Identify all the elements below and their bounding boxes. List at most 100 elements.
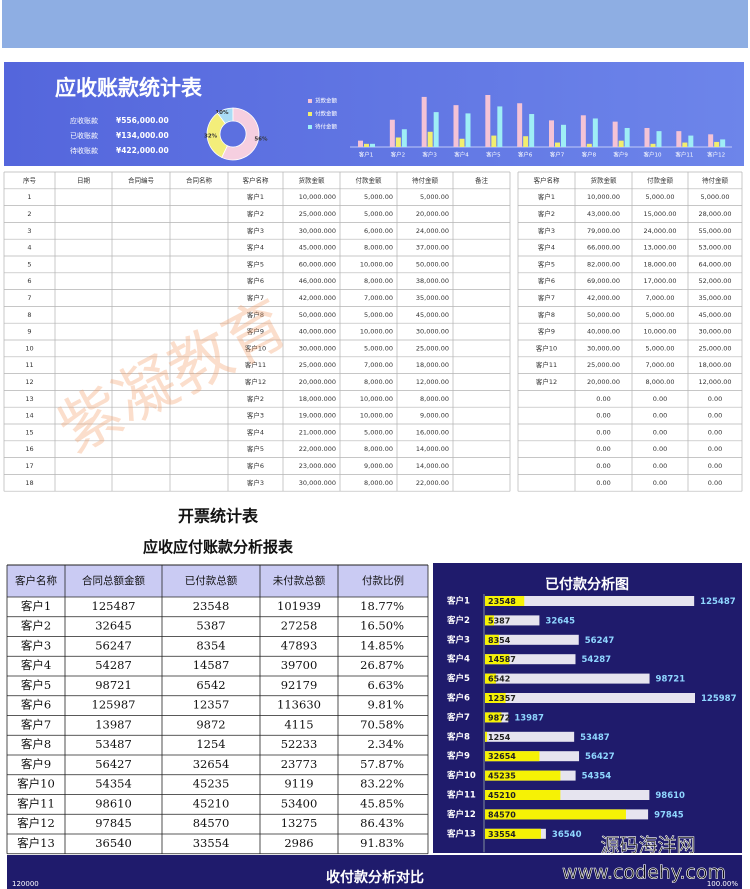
table-cell: 84570: [193, 816, 230, 830]
table-cell: 6,000.00: [364, 227, 393, 235]
table-cell: 14: [25, 412, 33, 420]
table-cell: 18,000.00: [416, 361, 449, 369]
watermark: 紫凝教育: [46, 286, 299, 467]
table-cell: 客户8: [21, 737, 51, 751]
table-cell: 8,000.00: [420, 395, 449, 403]
table-cell: 14587: [193, 658, 230, 672]
total-label: 54354: [582, 772, 612, 782]
table-cell: 98610: [95, 796, 132, 810]
table-cell: 9,000.00: [364, 462, 393, 470]
table-cell: 客户8: [247, 310, 264, 319]
table-cell: 客户7: [247, 293, 264, 302]
table-cell: 0.00: [653, 395, 667, 403]
legend-swatch: [308, 112, 312, 116]
mini-bar: [459, 138, 465, 147]
table-cell: 37,000.00: [416, 244, 449, 252]
table-cell: 55,000.00: [698, 227, 731, 235]
legend-swatch: [308, 125, 312, 129]
table-cell: 0.00: [653, 428, 667, 436]
table-cell: 客户11: [245, 360, 266, 369]
mini-category: 客户7: [550, 151, 565, 159]
table-cell: 50,000.00: [416, 260, 449, 268]
total-label: 53487: [580, 733, 610, 743]
mini-bar: [370, 143, 375, 147]
donut-slice: [206, 112, 228, 158]
table-cell: 25,000.00: [587, 361, 620, 369]
table-cell: 13275: [281, 816, 318, 830]
table-cell: 0.00: [596, 445, 610, 453]
paid-label: 6542: [488, 675, 510, 684]
column-header: 客户名称: [15, 574, 57, 587]
table-cell: 客户13: [17, 836, 55, 850]
mini-bar: [555, 142, 560, 147]
table-cell: 82,000.00: [587, 260, 620, 268]
column-header: 未付款总额: [273, 574, 326, 587]
table-cell: 20,000.00: [416, 210, 449, 218]
paid-category: 客户9: [446, 751, 470, 762]
table-cell: 13,000.00: [643, 244, 676, 252]
total-bar: [485, 596, 695, 606]
column-header: 客户名称: [534, 175, 561, 184]
table-cell: 98721: [95, 678, 132, 692]
table-cell: 125987: [92, 698, 136, 712]
mini-bar: [580, 115, 586, 147]
mini-bar: [485, 95, 491, 147]
table-cell: 12,000.00: [698, 378, 731, 386]
donut-label: 56%: [254, 137, 268, 143]
table-cell: 64,000.00: [698, 260, 731, 268]
mini-bar: [421, 96, 427, 147]
table-cell: 101939: [277, 599, 321, 613]
paid-label: 33554: [488, 830, 516, 839]
table-cell: 12,000.00: [416, 378, 449, 386]
table-cell: 22,000.00: [416, 479, 449, 487]
table-cell: 18,000.000: [299, 395, 336, 403]
column-header: 付款金额: [647, 175, 674, 184]
table-cell: 0.00: [596, 395, 610, 403]
mini-bar: [650, 143, 656, 147]
mini-category: 客户10: [644, 151, 662, 159]
table-cell: 2986: [284, 836, 313, 850]
paid-bar: [485, 828, 541, 839]
table-cell: 客户1: [247, 192, 264, 201]
table-cell: 56247: [95, 638, 132, 652]
mini-bar: [624, 127, 630, 147]
column-header: 已付款总额: [185, 574, 238, 587]
paid-category: 客户7: [446, 712, 470, 723]
table-cell: 113630: [277, 698, 321, 712]
table-cell: 83.22%: [360, 777, 404, 791]
total-label: 54287: [581, 655, 611, 665]
column-header: 合同编号: [128, 175, 155, 184]
table-cell: 客户12: [17, 816, 55, 830]
table-cell: 60,000.000: [299, 260, 336, 268]
table-cell: 客户5: [247, 444, 264, 453]
paid-category: 客户6: [446, 693, 470, 704]
mini-bar: [364, 143, 369, 147]
mini-bar: [612, 121, 618, 147]
table-cell: 8,000.00: [364, 244, 393, 252]
table-cell: 0.00: [653, 479, 667, 487]
table-cell: 25,000.000: [299, 210, 336, 218]
paid-chart-panel: [433, 563, 742, 853]
mini-bar: [491, 135, 497, 147]
table-cell: 客户10: [245, 343, 266, 352]
mini-bar: [389, 119, 395, 147]
paid-category: 客户11: [446, 790, 476, 801]
top-bar: [2, 0, 748, 48]
table-cell: 45,000.00: [698, 311, 731, 319]
table-cell: 客户1: [538, 192, 555, 201]
table-cell: 客户4: [247, 427, 264, 436]
table-cell: 0.00: [653, 412, 667, 420]
paid-label: 45235: [488, 772, 516, 781]
table-cell: 45,000.00: [416, 311, 449, 319]
paid-chart-title: 已付款分析图: [545, 576, 629, 593]
table-cell: 38,000.00: [416, 277, 449, 285]
column-header: 货款金额: [299, 175, 326, 184]
total-label: 36540: [552, 830, 582, 840]
table-cell: 15,000.00: [643, 210, 676, 218]
table-cell: 50,000.000: [299, 311, 336, 319]
table-cell: 客户10: [536, 343, 557, 352]
total-bar: [485, 673, 650, 684]
table-cell: 客户12: [245, 377, 266, 386]
paid-label: 84570: [488, 810, 516, 819]
